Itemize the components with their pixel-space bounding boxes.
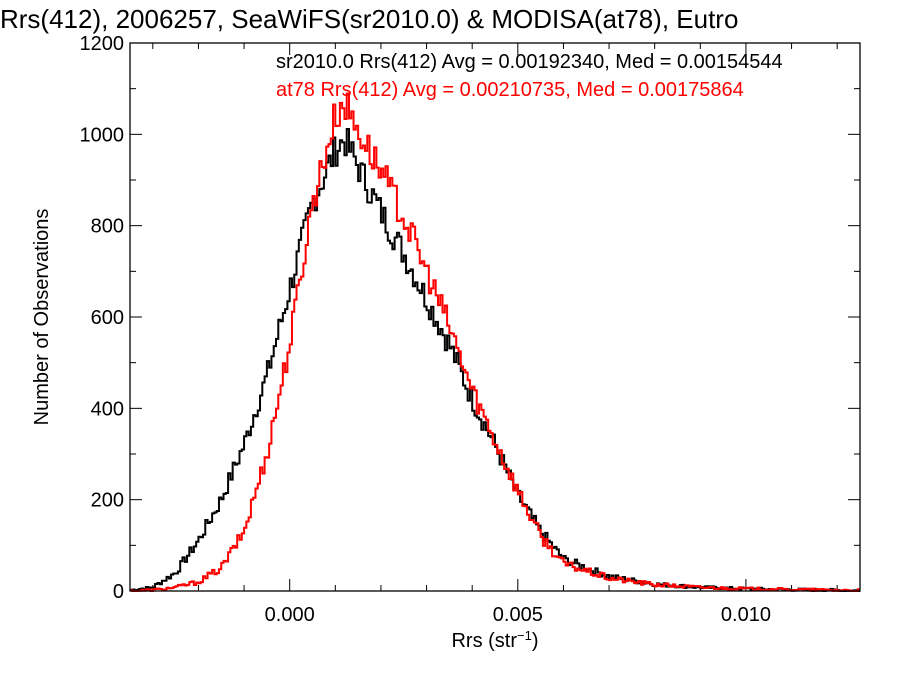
series-layer — [130, 92, 860, 592]
x-axis-ticks: 0.000 0.005 0.010 — [152, 43, 838, 626]
y-tick-label: 1200 — [80, 33, 125, 55]
y-tick-label: 0 — [113, 581, 124, 603]
legend-entry-at78: at78 Rrs(412) Avg = 0.00210735, Med = 0.… — [276, 79, 744, 101]
y-tick-label: 800 — [91, 216, 124, 238]
y-axis-ticks: 0 200 400 600 800 1000 1200 — [80, 33, 860, 603]
y-tick-label: 600 — [91, 307, 124, 329]
x-tick-label: 0.010 — [721, 604, 771, 626]
x-axis-label: Rrs (str−1) — [451, 628, 538, 653]
series-line-at78 — [130, 92, 860, 592]
chart-title: Rrs(412), 2006257, SeaWiFS(sr2010.0) & M… — [0, 4, 738, 34]
x-tick-label: 0.000 — [265, 604, 315, 626]
plot-frame — [129, 42, 861, 592]
y-tick-label: 200 — [91, 490, 124, 512]
x-tick-label: 0.005 — [493, 604, 543, 626]
y-tick-label: 1000 — [80, 124, 125, 146]
y-axis-label: Number of Observations — [31, 209, 53, 426]
legend-entry-sr2010: sr2010.0 Rrs(412) Avg = 0.00192340, Med … — [276, 51, 783, 73]
y-tick-label: 400 — [91, 398, 124, 420]
series-line-sr2010 — [130, 127, 860, 592]
